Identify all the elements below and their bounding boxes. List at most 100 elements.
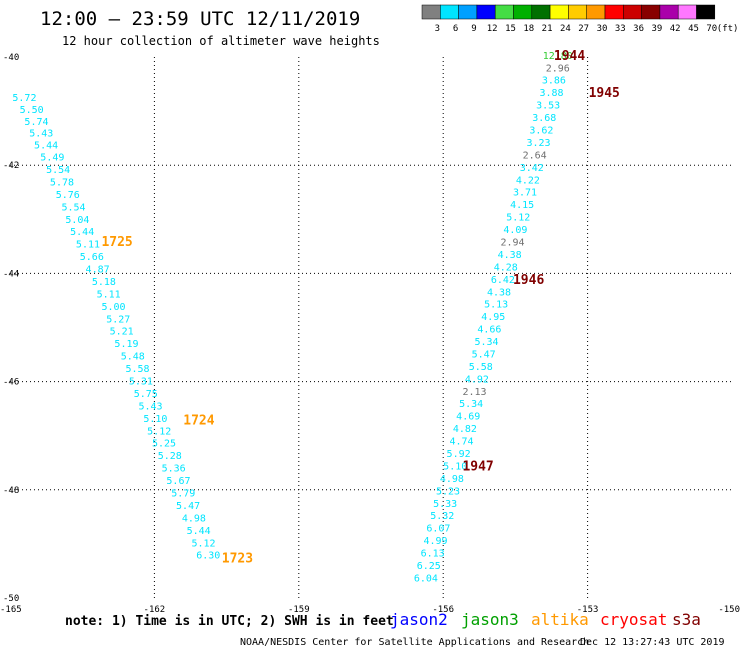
wave-height-value: 5.23	[436, 486, 460, 497]
y-tick-label: -40	[3, 53, 19, 63]
y-tick-label: -48	[3, 486, 19, 496]
wave-height-value: 5.50	[20, 105, 44, 116]
colorbar-label: 12	[487, 24, 498, 34]
wave-height-value: 5.11	[97, 289, 121, 300]
pass-time-label: 1944	[554, 49, 585, 64]
satellite-cryosat: cryosat	[600, 610, 667, 629]
wave-height-value: 5.12	[191, 538, 215, 549]
wave-height-value: 5.28	[158, 451, 182, 462]
wave-height-value: 5.54	[46, 165, 70, 176]
colorbar-label: 30	[597, 24, 608, 34]
wave-height-value: 3.62	[529, 125, 553, 136]
colorbar-label: 33	[615, 24, 626, 34]
colorbar-unit: (ft)	[717, 24, 739, 34]
wave-height-points: 5.725.505.745.435.445.495.545.785.765.54…	[12, 51, 572, 585]
colorbar-swatch	[696, 4, 716, 20]
wave-height-value: 5.66	[80, 252, 104, 263]
wave-height-value: 5.11	[76, 240, 100, 251]
chart-subtitle: 12 hour collection of altimeter wave hei…	[62, 34, 380, 48]
footer-timestamp: Dec 12 13:27:43 UTC 2019	[580, 637, 725, 648]
wave-height-value: 4.28	[494, 262, 518, 273]
x-tick-label: -159	[288, 605, 310, 615]
colorbar-swatch	[623, 4, 642, 20]
wave-height-value: 5.33	[433, 499, 457, 510]
pass-time-labels: 1725 1724 1723 1944 1945 1946 1947	[101, 49, 619, 567]
wave-height-value: 5.34	[474, 337, 498, 348]
wave-height-value: 4.22	[516, 175, 540, 186]
wave-height-value: 6.04	[414, 573, 438, 584]
colorbar-swatch	[568, 4, 587, 20]
colorbar-swatch	[458, 4, 478, 20]
y-tick-label: -42	[3, 161, 19, 171]
wave-height-value: 4.99	[423, 536, 447, 547]
wave-height-value: 5.18	[92, 277, 116, 288]
wave-height-value: 5.13	[484, 300, 508, 311]
wave-height-value: 4.82	[453, 424, 477, 435]
wave-height-value: 5.31	[129, 377, 153, 388]
colorbar-swatch	[531, 4, 551, 20]
colorbar-swatch	[549, 4, 569, 20]
wave-height-value: 4.74	[449, 437, 473, 448]
colorbar-swatch	[476, 4, 496, 20]
colorbar-swatch	[440, 4, 459, 20]
colorbar-label: 3	[435, 24, 440, 34]
wave-height-value: 4.66	[477, 325, 501, 336]
wave-height-value: 2.13	[462, 387, 486, 398]
wave-height-value: 4.69	[456, 412, 480, 423]
wave-height-value: 3.68	[532, 113, 556, 124]
units-note: note: 1) Time is in UTC; 2) SWH is in fe…	[65, 614, 394, 629]
wave-height-value: 5.58	[469, 362, 493, 373]
colorbar-label: 70	[706, 24, 717, 34]
colorbar-swatch	[586, 4, 606, 20]
x-tick-label: -162	[144, 605, 166, 615]
colorbar-swatch	[677, 4, 697, 20]
y-tick-label: -44	[3, 269, 19, 279]
pass-time-label: 1947	[462, 459, 493, 474]
wave-height-value: 6.13	[421, 549, 445, 560]
colorbar-label: 36	[633, 24, 644, 34]
colorbar-label: 6	[453, 24, 458, 34]
wave-height-value: 6.30	[196, 551, 220, 562]
y-tick-label: -50	[3, 594, 19, 604]
wave-height-value: 5.47	[472, 349, 496, 360]
pass-time-label: 1724	[183, 413, 214, 428]
wave-height-value: 5.36	[162, 464, 186, 475]
wave-height-value: 4.92	[465, 374, 489, 385]
x-tick-label: -150	[718, 605, 740, 615]
wave-height-value: 6.07	[426, 524, 450, 535]
colorbar-swatch	[604, 4, 624, 20]
lat-lon-grid	[10, 57, 732, 598]
wave-height-value: 3.86	[542, 76, 566, 87]
wave-height-value: 5.76	[56, 190, 80, 201]
wave-height-value: 6.25	[417, 561, 441, 572]
wave-height-value: 4.09	[503, 225, 527, 236]
wave-height-value: 5.25	[152, 439, 176, 450]
colorbar-label: 21	[542, 24, 553, 34]
y-tick-label: -46	[3, 378, 19, 388]
wave-height-value: 5.32	[430, 511, 454, 522]
satellite-jason3: jason3	[461, 610, 519, 629]
color-scale-legend: 3 6 9 12 15 18 21 24 27 30 33 36 39 42 45 70 (ft)	[421, 4, 739, 34]
wave-height-value: 5.21	[110, 327, 134, 338]
x-tick-label: -165	[0, 605, 22, 615]
wave-height-value: 5.34	[459, 399, 483, 410]
wave-height-value: 12.80	[543, 51, 573, 62]
wave-height-value: 2.96	[546, 63, 570, 74]
wave-height-value: 4.95	[481, 312, 505, 323]
wave-height-value: 5.10	[443, 461, 467, 472]
colorbar-swatch	[641, 4, 661, 20]
wave-height-value: 4.15	[510, 200, 534, 211]
wave-height-value: 5.47	[176, 501, 200, 512]
wave-height-value: 5.79	[171, 489, 195, 500]
wave-height-value: 5.12	[506, 213, 530, 224]
wave-height-value: 3.53	[536, 101, 560, 112]
wave-height-value: 5.27	[106, 314, 130, 325]
x-tick-label: -153	[577, 605, 599, 615]
wave-height-value: 5.92	[447, 449, 471, 460]
satellite-s3a: s3a	[672, 610, 701, 629]
satellite-legend: jason2 jason3 altika cryosat s3a	[390, 610, 701, 629]
chart-title: 12:00 – 23:59 UTC 12/11/2019	[40, 8, 360, 30]
wave-height-value: 5.78	[50, 177, 74, 188]
wave-height-value: 5.43	[139, 401, 163, 412]
